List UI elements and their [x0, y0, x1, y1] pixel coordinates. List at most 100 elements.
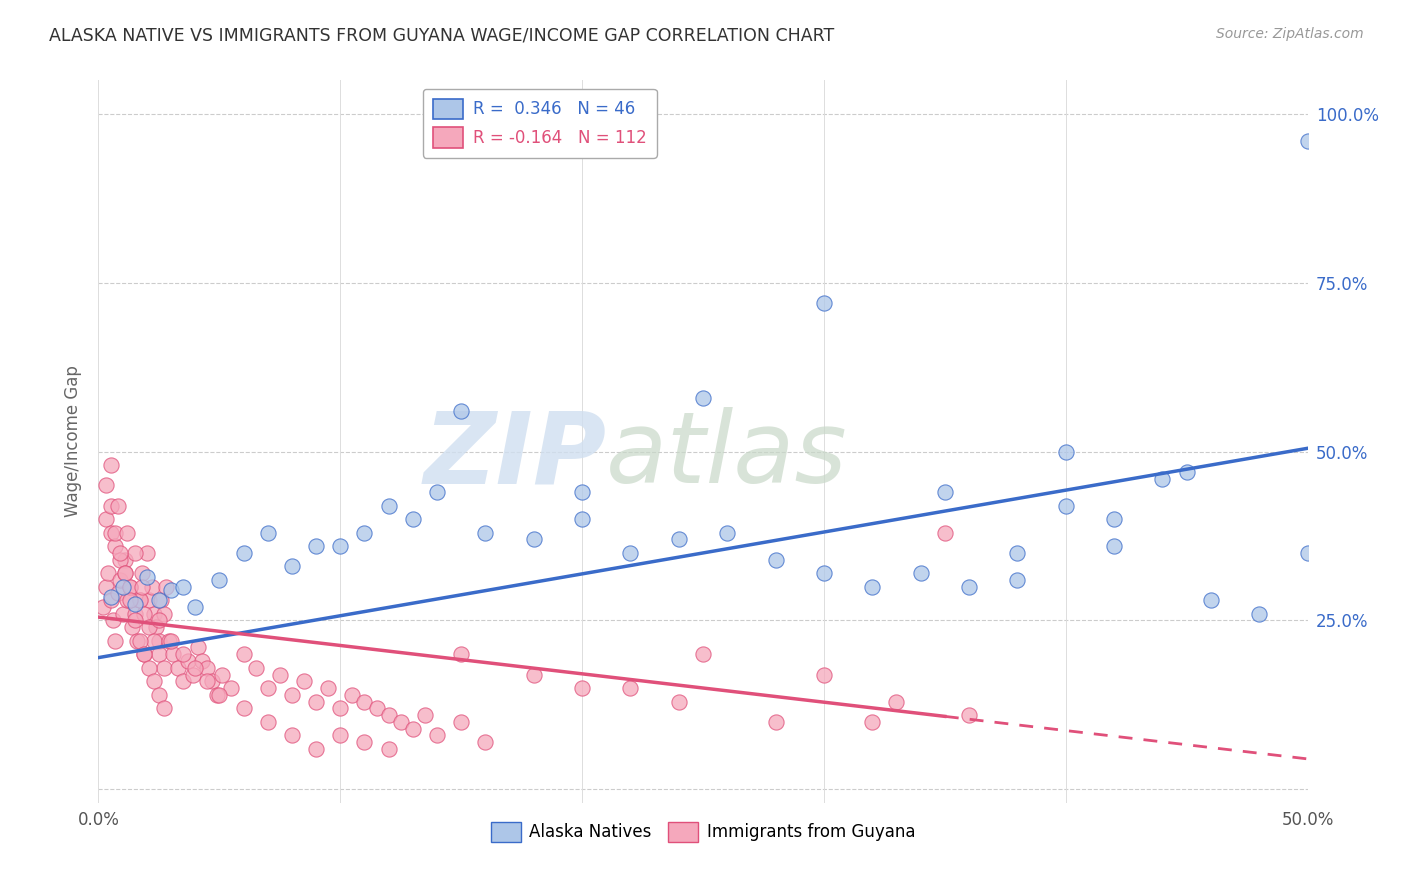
Point — [152, 607, 174, 621]
Point — [886, 694, 908, 708]
Point — [256, 681, 278, 695]
Point — [366, 701, 388, 715]
Point — [128, 633, 150, 648]
Point — [111, 580, 134, 594]
Point — [121, 620, 143, 634]
Point — [329, 728, 352, 742]
Point — [1152, 472, 1174, 486]
Point — [353, 525, 375, 540]
Point — [191, 654, 214, 668]
Point — [172, 647, 194, 661]
Point — [114, 552, 136, 566]
Point — [450, 647, 472, 661]
Point — [716, 525, 738, 540]
Point — [1102, 512, 1125, 526]
Point — [117, 593, 139, 607]
Point — [195, 674, 218, 689]
Point — [1054, 499, 1077, 513]
Point — [181, 667, 204, 681]
Point — [860, 580, 883, 594]
Point — [145, 620, 167, 634]
Point — [245, 661, 267, 675]
Point — [124, 614, 146, 628]
Point — [668, 694, 690, 708]
Point — [118, 580, 141, 594]
Point — [187, 640, 209, 655]
Point — [765, 714, 787, 729]
Point — [167, 661, 190, 675]
Point — [143, 633, 166, 648]
Point — [157, 633, 180, 648]
Point — [152, 661, 174, 675]
Point — [353, 694, 375, 708]
Point — [141, 580, 163, 594]
Point — [135, 569, 157, 583]
Point — [934, 525, 956, 540]
Point — [124, 597, 146, 611]
Point — [104, 525, 127, 540]
Point — [413, 708, 436, 723]
Point — [232, 647, 254, 661]
Point — [177, 654, 200, 668]
Point — [305, 694, 328, 708]
Point — [118, 580, 141, 594]
Point — [957, 580, 980, 594]
Point — [131, 566, 153, 581]
Point — [1199, 593, 1222, 607]
Point — [128, 593, 150, 607]
Point — [100, 499, 122, 513]
Point — [195, 661, 218, 675]
Point — [619, 546, 641, 560]
Point — [134, 607, 156, 621]
Point — [108, 552, 131, 566]
Point — [402, 722, 425, 736]
Point — [104, 539, 127, 553]
Point — [221, 681, 243, 695]
Point — [111, 607, 134, 621]
Point — [450, 714, 472, 729]
Point — [124, 607, 146, 621]
Point — [1296, 546, 1319, 560]
Point — [172, 580, 194, 594]
Point — [934, 485, 956, 500]
Point — [100, 525, 122, 540]
Point — [281, 688, 304, 702]
Point — [160, 583, 183, 598]
Point — [160, 633, 183, 648]
Point — [208, 573, 231, 587]
Point — [118, 593, 141, 607]
Point — [692, 647, 714, 661]
Point — [114, 566, 136, 581]
Point — [124, 546, 146, 560]
Point — [813, 667, 835, 681]
Point — [104, 633, 127, 648]
Point — [692, 391, 714, 405]
Point — [523, 533, 546, 547]
Point — [377, 499, 399, 513]
Point — [114, 566, 136, 581]
Point — [1007, 546, 1029, 560]
Point — [134, 647, 156, 661]
Point — [316, 681, 339, 695]
Point — [1102, 539, 1125, 553]
Y-axis label: Wage/Income Gap: Wage/Income Gap — [63, 366, 82, 517]
Point — [172, 674, 194, 689]
Point — [619, 681, 641, 695]
Point — [329, 539, 352, 553]
Point — [256, 525, 278, 540]
Point — [138, 620, 160, 634]
Point — [94, 580, 117, 594]
Point — [150, 593, 173, 607]
Point — [305, 741, 328, 756]
Point — [377, 708, 399, 723]
Text: atlas: atlas — [606, 408, 848, 505]
Point — [148, 633, 170, 648]
Point — [353, 735, 375, 749]
Point — [813, 296, 835, 310]
Point — [108, 546, 131, 560]
Point — [143, 607, 166, 621]
Point — [523, 667, 546, 681]
Point — [108, 573, 131, 587]
Point — [127, 633, 149, 648]
Point — [208, 688, 231, 702]
